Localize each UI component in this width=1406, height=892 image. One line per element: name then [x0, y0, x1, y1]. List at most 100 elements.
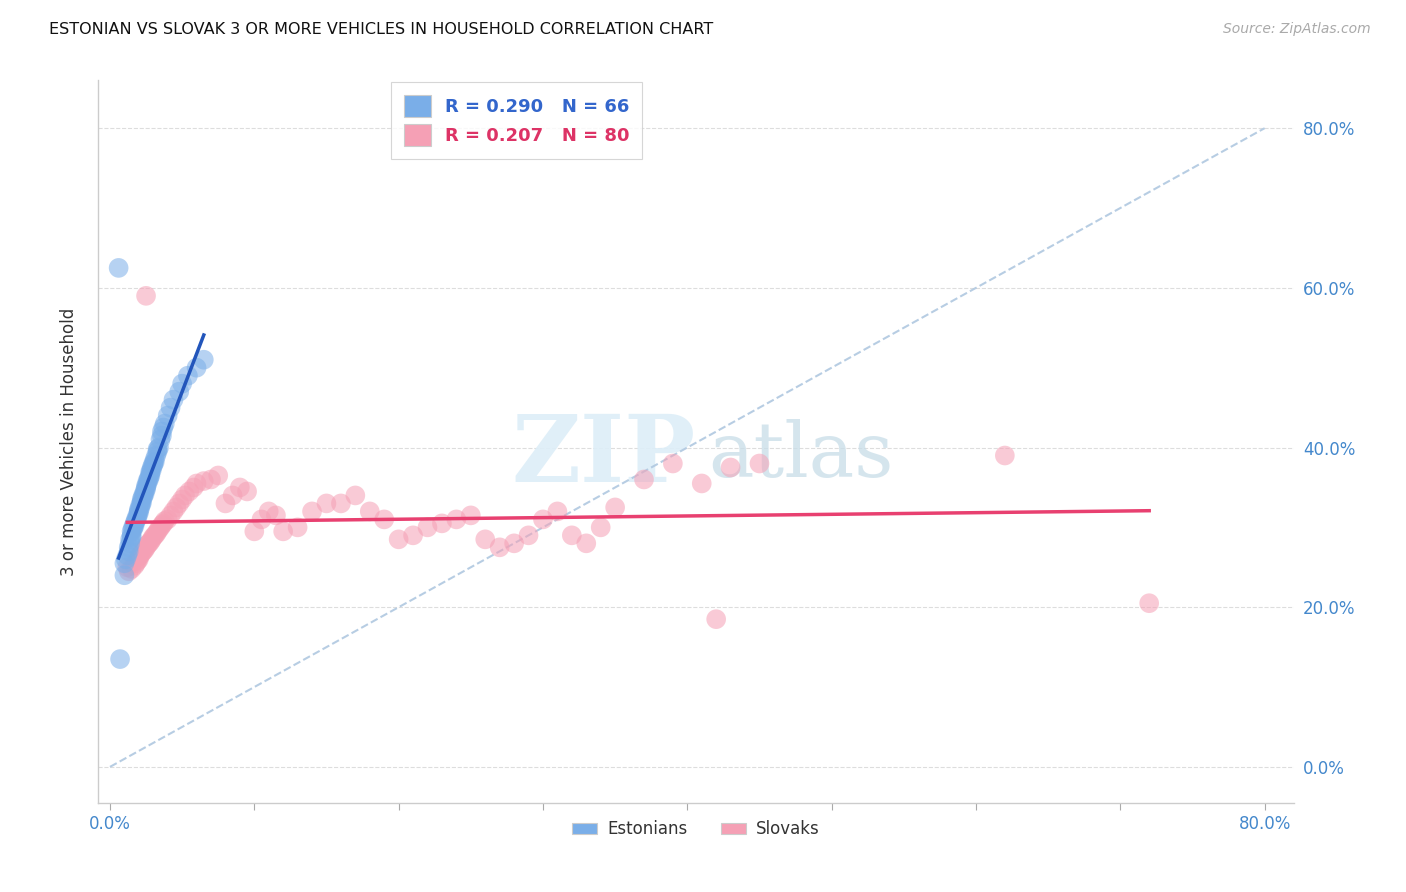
- Point: [131, 495, 153, 509]
- Point: [127, 508, 149, 523]
- Point: [183, 480, 205, 494]
- Point: [402, 528, 425, 542]
- Text: ESTONIAN VS SLOVAK 3 OR MORE VEHICLES IN HOUSEHOLD CORRELATION CHART: ESTONIAN VS SLOVAK 3 OR MORE VEHICLES IN…: [49, 22, 713, 37]
- Point: [138, 471, 160, 485]
- Point: [416, 520, 439, 534]
- Point: [152, 420, 174, 434]
- Point: [122, 522, 145, 536]
- Point: [146, 524, 169, 539]
- Point: [145, 526, 167, 541]
- Point: [561, 528, 583, 542]
- Point: [446, 512, 468, 526]
- Point: [134, 487, 156, 501]
- Point: [575, 536, 598, 550]
- Point: [118, 544, 141, 558]
- Point: [430, 516, 453, 531]
- Point: [108, 652, 131, 666]
- Point: [177, 368, 200, 383]
- Point: [118, 564, 141, 578]
- Point: [153, 514, 176, 528]
- Point: [124, 516, 146, 531]
- Point: [128, 552, 150, 566]
- Point: [142, 457, 165, 471]
- Point: [112, 568, 135, 582]
- Point: [257, 504, 280, 518]
- Point: [605, 500, 627, 515]
- Point: [148, 522, 170, 536]
- Point: [139, 465, 162, 479]
- Point: [503, 536, 526, 550]
- Point: [139, 468, 162, 483]
- Point: [748, 457, 770, 471]
- Point: [132, 544, 155, 558]
- Text: atlas: atlas: [709, 419, 893, 493]
- Point: [125, 512, 148, 526]
- Point: [142, 530, 165, 544]
- Point: [150, 518, 173, 533]
- Point: [720, 460, 742, 475]
- Point: [134, 484, 156, 499]
- Point: [531, 512, 554, 526]
- Point: [200, 473, 222, 487]
- Point: [128, 506, 150, 520]
- Point: [127, 510, 149, 524]
- Point: [131, 492, 153, 507]
- Point: [121, 524, 143, 539]
- Point: [156, 409, 179, 423]
- Point: [138, 473, 160, 487]
- Point: [132, 488, 155, 502]
- Point: [172, 376, 194, 391]
- Point: [150, 425, 173, 439]
- Point: [517, 528, 540, 542]
- Point: [315, 496, 337, 510]
- Point: [143, 455, 166, 469]
- Point: [129, 549, 152, 563]
- Point: [633, 473, 655, 487]
- Point: [135, 541, 157, 555]
- Point: [141, 533, 163, 547]
- Point: [329, 496, 352, 510]
- Point: [474, 533, 496, 547]
- Point: [135, 289, 157, 303]
- Point: [186, 476, 208, 491]
- Point: [143, 528, 166, 542]
- Point: [162, 504, 184, 518]
- Y-axis label: 3 or more Vehicles in Household: 3 or more Vehicles in Household: [59, 308, 77, 575]
- Point: [156, 512, 179, 526]
- Point: [136, 474, 159, 488]
- Point: [229, 480, 252, 494]
- Point: [150, 428, 173, 442]
- Point: [152, 516, 174, 531]
- Point: [125, 514, 148, 528]
- Point: [162, 392, 184, 407]
- Point: [179, 484, 201, 499]
- Point: [373, 512, 395, 526]
- Point: [129, 498, 152, 512]
- Point: [264, 508, 287, 523]
- Point: [115, 552, 138, 566]
- Point: [138, 536, 160, 550]
- Point: [488, 541, 510, 555]
- Point: [287, 520, 309, 534]
- Point: [124, 518, 146, 533]
- Point: [662, 457, 685, 471]
- Point: [135, 480, 157, 494]
- Point: [174, 488, 197, 502]
- Point: [1137, 596, 1160, 610]
- Point: [125, 556, 148, 570]
- Point: [139, 466, 162, 480]
- Legend: Estonians, Slovaks: Estonians, Slovaks: [565, 814, 827, 845]
- Point: [149, 433, 172, 447]
- Point: [131, 546, 153, 560]
- Point: [136, 476, 159, 491]
- Point: [243, 524, 266, 539]
- Point: [167, 384, 190, 399]
- Point: [159, 508, 181, 523]
- Point: [148, 441, 170, 455]
- Point: [139, 534, 162, 549]
- Point: [145, 449, 167, 463]
- Point: [359, 504, 381, 518]
- Point: [193, 474, 215, 488]
- Point: [112, 556, 135, 570]
- Point: [132, 490, 155, 504]
